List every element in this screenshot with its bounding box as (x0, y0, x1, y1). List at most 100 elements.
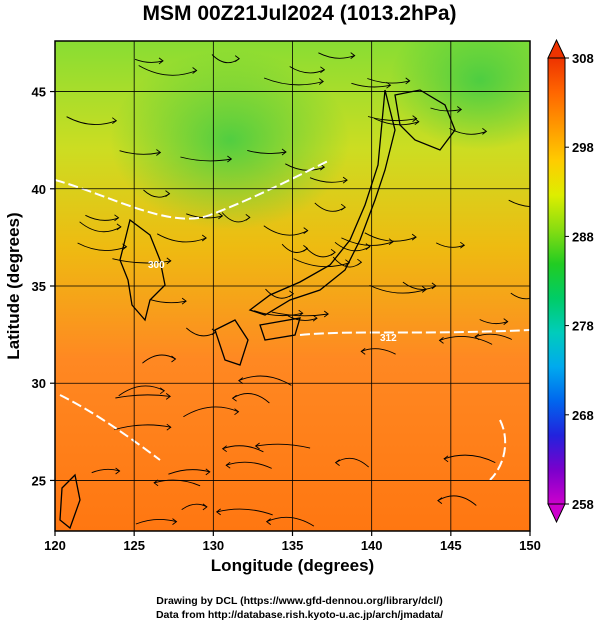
streamline-arrow (388, 238, 394, 246)
colorbar-tick-label-308: 308 (572, 51, 594, 66)
streamline-arrow (437, 497, 443, 504)
taiwan-coastline (59, 473, 81, 530)
colorbar: 308 298 288 278 268 258 (547, 38, 594, 524)
streamline (183, 406, 239, 418)
streamline-arrow (289, 290, 295, 298)
streamline (335, 457, 370, 468)
streamline (437, 495, 477, 506)
streamline (367, 78, 410, 84)
colorbar-tick-label-268: 268 (572, 408, 594, 423)
streamline-arrow (234, 55, 240, 62)
streamline (266, 516, 315, 527)
streamline-arrow (156, 149, 162, 156)
streamline (435, 242, 465, 248)
streamline-arrow (165, 393, 171, 400)
streamline (479, 319, 508, 325)
streamline-arrow (281, 148, 287, 156)
x-tick-label-145: 145 (440, 538, 462, 553)
credit-drawing: Drawing by DCL (https://www.gfd-dennou.o… (156, 595, 443, 607)
streamline-arrow (122, 243, 128, 251)
streamline-arrow (225, 461, 231, 469)
streamline-arrow (181, 297, 187, 305)
colorbar-tick-label-258: 258 (572, 497, 594, 512)
x-tick-label-135: 135 (282, 538, 304, 553)
streamline-arrow (357, 258, 363, 266)
streamlines (66, 52, 537, 527)
streamline-arrow (330, 248, 336, 256)
colorbar-min-arrow (547, 503, 566, 524)
y-tick-label-30: 30 (32, 376, 46, 391)
streamline (430, 107, 462, 112)
x-tick-label-150: 150 (519, 538, 541, 553)
colorbar-tick-label-298: 298 (572, 140, 594, 155)
streamline (91, 468, 120, 474)
colorbar-tick-label-278: 278 (572, 319, 594, 334)
streamline-arrow (414, 118, 420, 126)
streamline (510, 292, 530, 300)
streamline (341, 237, 394, 246)
streamline-arrow (166, 257, 172, 265)
streamline-arrow (205, 468, 211, 476)
streamline-arrow (443, 455, 449, 463)
colorbar-scale (547, 57, 566, 505)
streamline (77, 242, 127, 251)
streamline-arrow (533, 293, 537, 299)
streamline (351, 82, 391, 88)
y-tick-label-45: 45 (32, 85, 46, 100)
streamline-arrow (201, 234, 207, 242)
streamline-arrow (114, 214, 120, 222)
streamline-arrow (405, 77, 411, 85)
streamline (293, 258, 350, 268)
streamline-arrow (303, 245, 309, 252)
korea-coastline (119, 218, 166, 322)
streamline-arrow (227, 155, 233, 163)
y-axis-label: Latitude (degrees) (4, 212, 23, 360)
streamline (253, 310, 303, 317)
streamline (222, 445, 264, 453)
streamline-arrow (460, 241, 466, 249)
streamline-arrow (412, 115, 418, 122)
y-tick-label-35: 35 (32, 279, 46, 294)
streamline-arrow (360, 348, 366, 355)
streamline (364, 232, 417, 242)
streamline (439, 336, 493, 345)
streamline (402, 281, 437, 290)
streamline (369, 284, 427, 294)
streamline (361, 348, 396, 355)
streamline-arrow (158, 57, 164, 65)
streamline (334, 241, 371, 252)
cool-region-northeast (390, 41, 530, 150)
lat-lon-grid (55, 41, 530, 531)
contour-lines (55, 159, 530, 481)
y-axis-ticks: 25 30 35 40 45 (32, 85, 55, 488)
streamline (443, 454, 496, 464)
streamline-arrow (254, 442, 260, 450)
streamline (247, 149, 287, 155)
streamline-arrow (340, 203, 346, 211)
streamline-arrow (165, 190, 171, 197)
streamline-arrow (474, 333, 480, 341)
streamline (168, 469, 211, 475)
streamline (149, 299, 187, 304)
streamline-arrow (202, 503, 208, 511)
colorbar-ticks: 308 298 288 278 268 258 (565, 51, 594, 512)
colorbar-tick-label-288: 288 (572, 229, 594, 244)
streamline (142, 354, 176, 364)
honshu-coastline (248, 89, 396, 316)
streamline-arrow (365, 243, 371, 250)
streamline-arrow (218, 212, 224, 220)
streamline (374, 117, 419, 126)
streamline-arrow (503, 318, 509, 325)
streamline-arrow (215, 508, 221, 516)
streamline (118, 385, 165, 397)
streamline-arrow (171, 355, 177, 363)
streamline (255, 443, 311, 449)
colorbar-max-arrow (547, 38, 566, 59)
kyushu-coastline (214, 319, 249, 366)
map-title: MSM 00Z21Jul2024 (1013.2hPa) (142, 2, 457, 25)
streamline (318, 52, 355, 59)
streamline-arrow (192, 67, 198, 74)
streamline (134, 58, 164, 63)
streamline (66, 116, 117, 125)
map-plot-area: 300 312 (55, 41, 537, 531)
